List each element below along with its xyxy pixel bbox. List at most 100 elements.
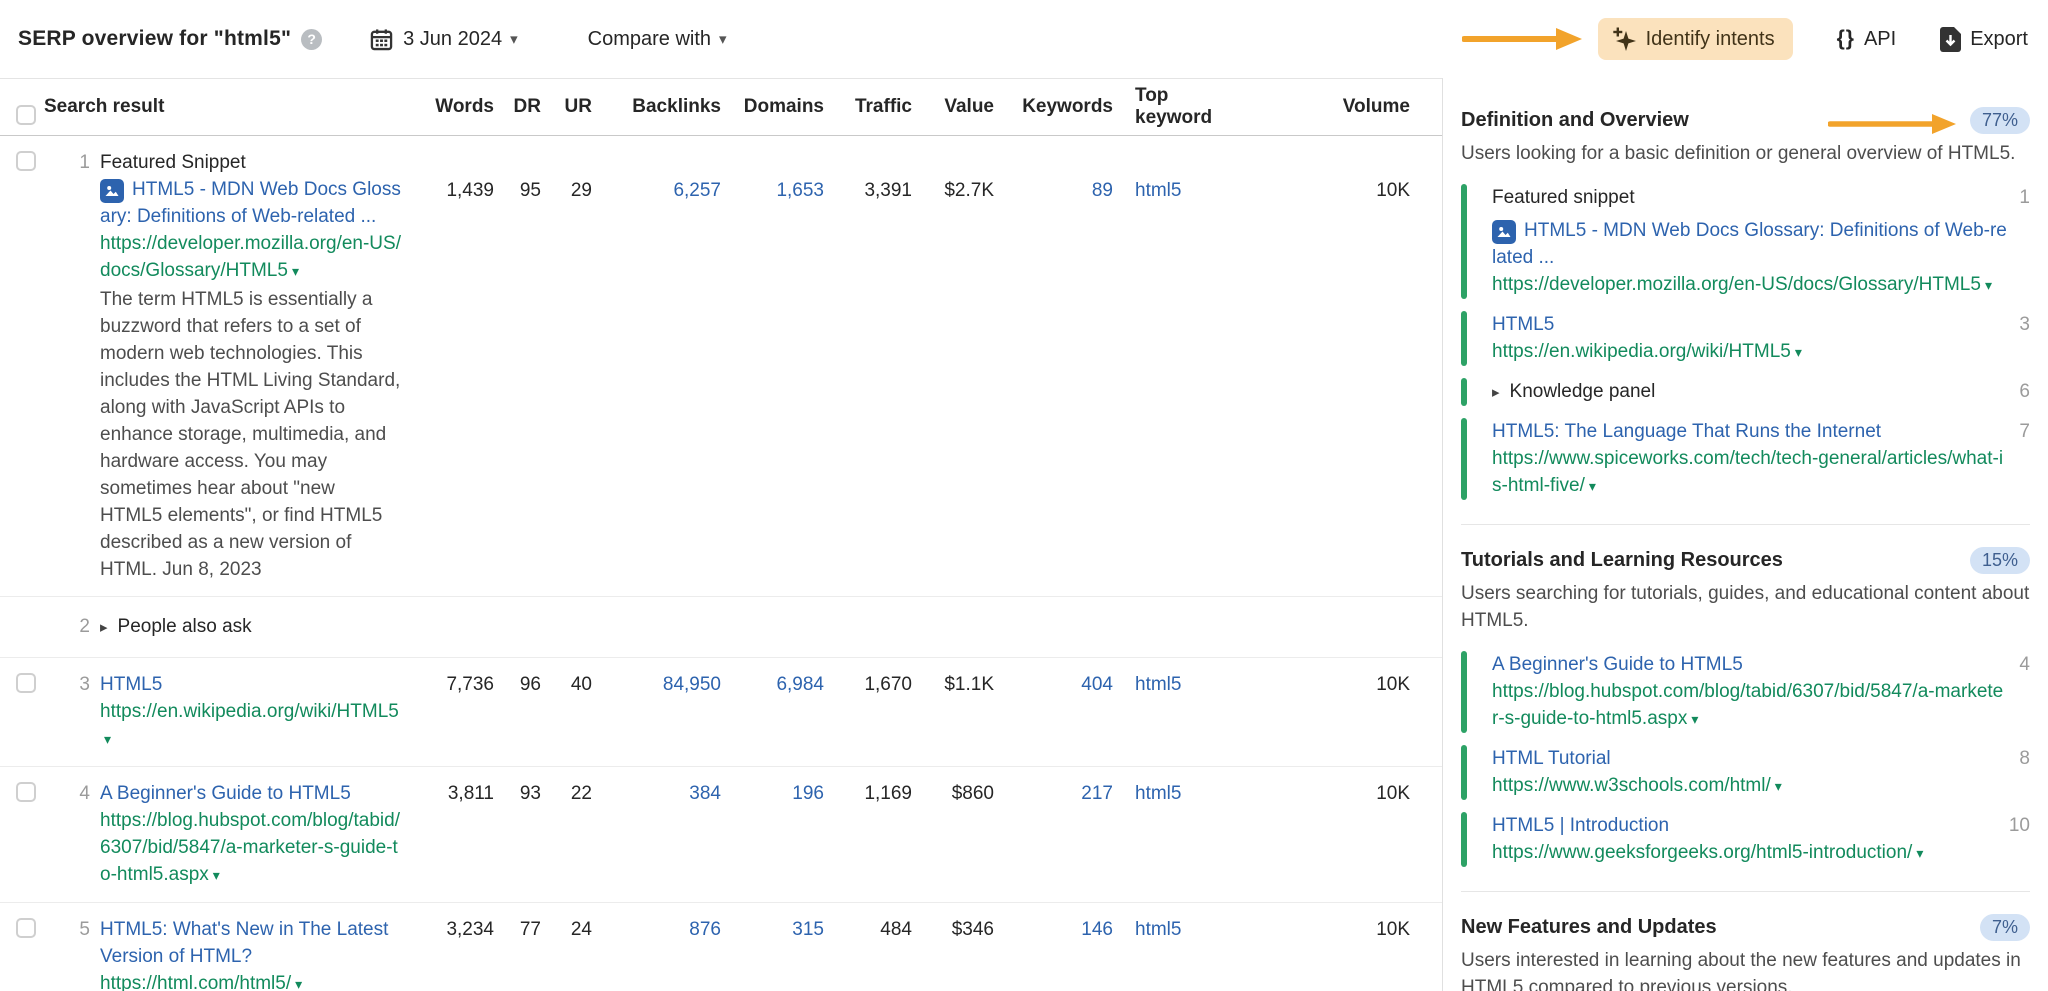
people-also-ask-toggle[interactable]: ▸ People also ask xyxy=(90,597,1410,644)
export-button[interactable]: Export xyxy=(1940,26,2028,52)
result-url-link[interactable]: https://developer.mozilla.org/en-US/docs… xyxy=(100,233,401,281)
result-url-link[interactable]: https://blog.hubspot.com/blog/tabid/6307… xyxy=(100,810,400,885)
backlinks-link[interactable]: 6,257 xyxy=(673,180,721,201)
help-icon[interactable]: ? xyxy=(301,28,323,50)
section-divider xyxy=(1461,524,2030,525)
result-title-link[interactable]: HTML5 | Introduction xyxy=(1492,815,1670,836)
result-url-link[interactable]: https://blog.hubspot.com/blog/tabid/6307… xyxy=(1492,681,2004,729)
caret-down-icon[interactable]: ▾ xyxy=(212,867,220,883)
result-title-link[interactable]: HTML Tutorial xyxy=(1492,748,1611,769)
col-header-dr[interactable]: DR xyxy=(513,96,541,117)
caret-right-icon: ▸ xyxy=(100,619,108,636)
row-checkbox[interactable] xyxy=(16,782,36,802)
result-title-link[interactable]: HTML5 xyxy=(100,674,163,695)
compare-with-label: Compare with xyxy=(587,27,712,50)
row-position: 4 xyxy=(79,783,90,804)
result-url-link[interactable]: https://www.w3schools.com/html/ xyxy=(1492,775,1771,796)
result-url-link[interactable]: https://www.geeksforgeeks.org/html5-intr… xyxy=(1492,842,1913,863)
row-position: 3 xyxy=(79,674,90,695)
top-keyword-link[interactable]: html5 xyxy=(1135,180,1182,201)
col-header-top-keyword[interactable]: Top keyword xyxy=(1135,85,1213,128)
api-button[interactable]: {} API xyxy=(1837,27,1897,51)
keywords-link[interactable]: 404 xyxy=(1081,674,1113,695)
keywords-link[interactable]: 89 xyxy=(1091,180,1113,201)
intent-result-item: ▸ Knowledge panel 6 xyxy=(1461,378,2030,406)
annotation-arrow-icon xyxy=(1461,28,1582,50)
intent-bar xyxy=(1461,812,1467,867)
value-value: $2.7K xyxy=(944,180,994,201)
sparkles-icon xyxy=(1612,27,1636,51)
intent-result-item: HTML5: The Language That Runs the Intern… xyxy=(1461,418,2030,500)
result-title-link[interactable]: A Beginner's Guide to HTML5 xyxy=(100,783,351,804)
caret-down-icon[interactable]: ▾ xyxy=(1794,344,1802,360)
keywords-link[interactable]: 146 xyxy=(1081,919,1113,940)
backlinks-link[interactable]: 876 xyxy=(689,919,721,940)
col-header-domains[interactable]: Domains xyxy=(743,96,824,117)
intent-section: New Features and Updates 7% Users intere… xyxy=(1461,914,2030,991)
result-url-link[interactable]: https://www.spiceworks.com/tech/tech-gen… xyxy=(1492,448,2004,496)
col-header-value[interactable]: Value xyxy=(944,96,994,117)
result-title-link[interactable]: HTML5 - MDN Web Docs Glossary: Definitio… xyxy=(100,179,401,227)
value-value: $346 xyxy=(951,919,994,940)
caret-down-icon[interactable]: ▾ xyxy=(1774,778,1782,794)
thumbnail-image-icon xyxy=(1492,220,1516,244)
col-header-keywords[interactable]: Keywords xyxy=(1022,96,1113,117)
domains-link[interactable]: 1,653 xyxy=(776,180,824,201)
result-title-link[interactable]: HTML5: The Language That Runs the Intern… xyxy=(1492,421,1882,442)
caret-down-icon: ▾ xyxy=(719,31,727,48)
backlinks-link[interactable]: 384 xyxy=(689,783,721,804)
identify-intents-button[interactable]: Identify intents xyxy=(1597,18,1793,60)
toolbar-right: Identify intents {} API Export xyxy=(1461,18,2028,60)
date-picker[interactable]: 3 Jun 2024 ▾ xyxy=(370,28,518,51)
caret-down-icon[interactable]: ▾ xyxy=(1588,478,1596,494)
table-row: 5 HTML5: What's New in The Latest Versio… xyxy=(0,903,1442,991)
result-url-link[interactable]: https://en.wikipedia.org/wiki/HTML5 xyxy=(100,701,399,722)
content: Search result Words DR UR Backlinks Doma… xyxy=(0,78,2048,991)
keywords-link[interactable]: 217 xyxy=(1081,783,1113,804)
select-all-checkbox[interactable] xyxy=(16,104,36,125)
intent-percentage-badge: 7% xyxy=(1979,914,2030,941)
calendar-icon xyxy=(370,28,393,50)
result-title-link[interactable]: A Beginner's Guide to HTML5 xyxy=(1492,654,1743,675)
intent-result-item: HTML5 | Introduction https://www.geeksfo… xyxy=(1461,812,2030,867)
caret-down-icon[interactable]: ▾ xyxy=(1691,711,1699,727)
col-header-ur[interactable]: UR xyxy=(564,96,592,117)
result-title-link[interactable]: HTML5: What's New in The Latest Version … xyxy=(100,919,389,967)
row-checkbox[interactable] xyxy=(16,918,36,938)
row-checkbox[interactable] xyxy=(16,673,36,693)
serp-results-table: Search result Words DR UR Backlinks Doma… xyxy=(0,78,1443,991)
backlinks-link[interactable]: 84,950 xyxy=(662,674,721,695)
result-rank: 10 xyxy=(2008,815,2030,836)
export-icon xyxy=(1940,26,1962,52)
top-keyword-link[interactable]: html5 xyxy=(1135,674,1182,695)
col-header-traffic[interactable]: Traffic xyxy=(854,96,912,117)
intent-result-item: HTML5 https://en.wikipedia.org/wiki/HTML… xyxy=(1461,311,2030,366)
result-rank: 3 xyxy=(2019,314,2030,335)
result-url-link[interactable]: https://en.wikipedia.org/wiki/HTML5 xyxy=(1492,341,1791,362)
top-keyword-link[interactable]: html5 xyxy=(1135,919,1182,940)
col-header-volume[interactable]: Volume xyxy=(1342,96,1410,117)
col-header-words[interactable]: Words xyxy=(435,96,494,117)
caret-down-icon[interactable]: ▾ xyxy=(295,976,303,991)
domains-link[interactable]: 315 xyxy=(792,919,824,940)
compare-with-dropdown[interactable]: Compare with ▾ xyxy=(588,28,727,51)
result-cell: Featured Snippet HTML5 - MDN Web Docs Gl… xyxy=(90,136,430,583)
result-url-link[interactable]: https://developer.mozilla.org/en-US/docs… xyxy=(1492,274,1981,295)
caret-down-icon[interactable]: ▾ xyxy=(104,731,112,747)
export-label: Export xyxy=(1970,27,2028,50)
result-title-link[interactable]: HTML5 - MDN Web Docs Glossary: Definitio… xyxy=(1492,220,2007,268)
knowledge-panel-toggle[interactable]: ▸ Knowledge panel xyxy=(1492,378,2007,406)
result-cell: HTML5: What's New in The Latest Version … xyxy=(90,903,430,991)
row-checkbox[interactable] xyxy=(16,151,36,171)
domains-link[interactable]: 196 xyxy=(792,783,824,804)
result-url-link[interactable]: https://html.com/html5/ xyxy=(100,973,292,991)
col-header-search-result[interactable]: Search result xyxy=(44,96,165,117)
knowledge-panel-label: Knowledge panel xyxy=(1509,381,1656,402)
result-title-link[interactable]: HTML5 xyxy=(1492,314,1555,335)
caret-down-icon[interactable]: ▾ xyxy=(291,263,299,279)
top-keyword-link[interactable]: html5 xyxy=(1135,783,1182,804)
col-header-backlinks[interactable]: Backlinks xyxy=(632,96,721,117)
caret-down-icon[interactable]: ▾ xyxy=(1916,845,1924,861)
domains-link[interactable]: 6,984 xyxy=(776,674,824,695)
caret-down-icon[interactable]: ▾ xyxy=(1984,277,1992,293)
